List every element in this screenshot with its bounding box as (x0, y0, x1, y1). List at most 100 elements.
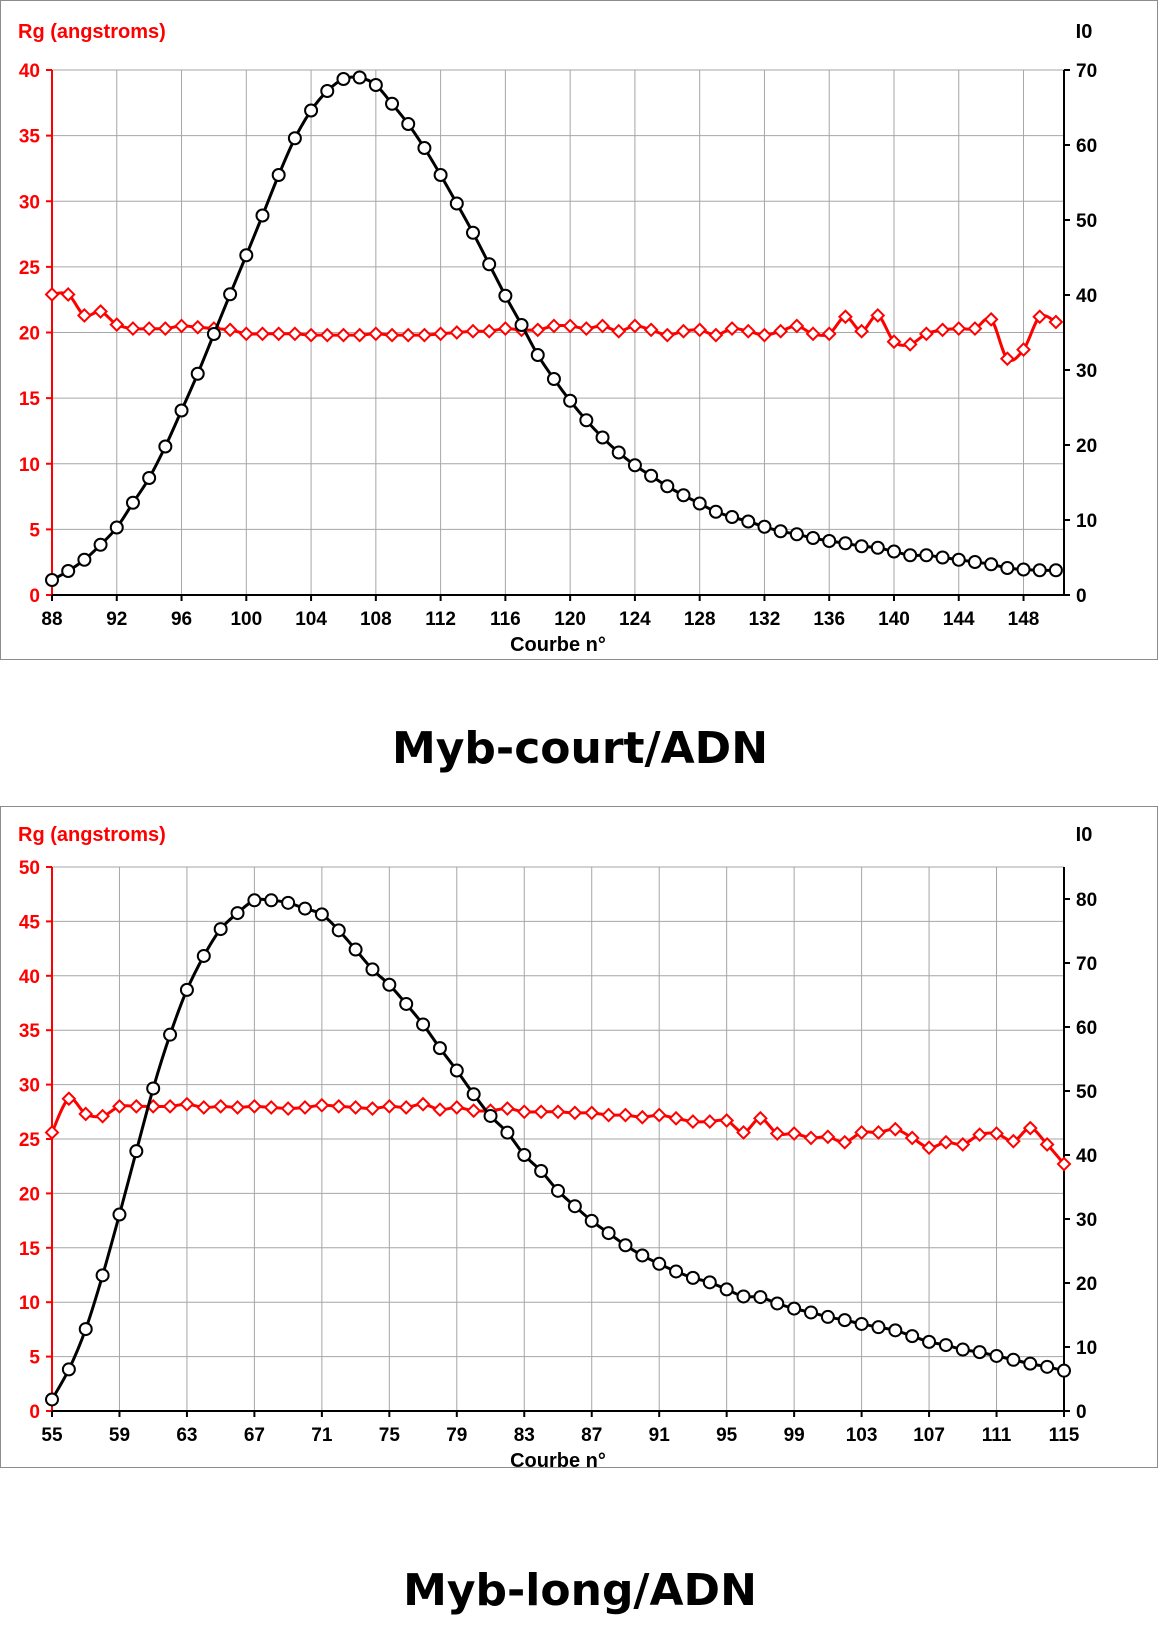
data-point-i0 (264, 893, 279, 908)
data-point-i0 (935, 550, 950, 565)
data-point-i0 (922, 1334, 937, 1349)
data-point-i0 (820, 1309, 835, 1324)
data-point-i0 (635, 1248, 650, 1263)
y-right-tick-label: 80 (1076, 890, 1097, 911)
data-point-rg (314, 1097, 330, 1113)
data-point-i0 (174, 403, 189, 418)
data-point-i0 (725, 510, 740, 524)
data-point-i0 (196, 948, 211, 963)
data-point-i0 (685, 1270, 700, 1285)
x-tick-label: 128 (684, 609, 716, 630)
y-right-tick-label: 10 (1076, 1338, 1097, 1359)
data-point-rg (60, 287, 76, 302)
data-point-rg (805, 326, 821, 342)
x-tick-label: 95 (716, 1425, 738, 1446)
data-point-rg (44, 1125, 60, 1140)
data-point-i0 (482, 257, 497, 272)
data-point-i0 (432, 1041, 447, 1056)
chart-panel-myb-court: 0 5 10 15 20 25 30 35 40 0 10 20 30 40 50 60 70 88 92 96 100… (0, 0, 1158, 660)
data-point-rg (668, 1110, 684, 1126)
x-tick-label: 91 (649, 1425, 671, 1446)
data-point-rg (803, 1130, 819, 1146)
x-tick-label: 104 (295, 609, 327, 630)
data-point-i0 (854, 1316, 869, 1331)
data-point-i0 (719, 1282, 734, 1297)
series-rg (44, 1091, 1072, 1172)
y-left-tick-label: 25 (19, 258, 41, 279)
x-tick-label: 103 (846, 1425, 878, 1446)
data-point-i0 (870, 540, 885, 555)
y-left-tick-label: 0 (29, 1402, 40, 1423)
data-point-rg (989, 1126, 1004, 1141)
data-point-rg (685, 1114, 701, 1130)
data-point-i0 (112, 1207, 127, 1222)
data-point-i0 (314, 907, 329, 922)
data-point-i0 (838, 536, 853, 551)
x-tick-label: 63 (176, 1425, 197, 1446)
data-point-rg (530, 322, 546, 338)
x-tick-label: 136 (813, 609, 845, 630)
data-point-rg (222, 322, 238, 338)
y-left-tick-label: 5 (29, 1348, 40, 1369)
data-point-rg (368, 326, 384, 342)
data-point-i0 (787, 1301, 802, 1316)
data-point-i0 (348, 942, 363, 957)
x-tick-label: 55 (41, 1425, 63, 1446)
data-point-rg (821, 326, 837, 342)
chart-caption-myb-court: Myb-court/ADN (391, 723, 769, 774)
data-point-i0 (618, 1238, 633, 1253)
y-left-tick-label: 50 (19, 858, 40, 879)
data-point-rg (752, 1110, 768, 1126)
y-right-tick-label: 30 (1076, 1210, 1097, 1231)
data-point-rg (417, 327, 432, 343)
gridlines (51, 866, 1065, 1412)
y-left-tick-label: 35 (19, 127, 41, 148)
data-point-rg (789, 318, 805, 334)
data-point-rg (854, 1125, 870, 1140)
data-point-rg (400, 327, 416, 343)
data-point-rg (141, 321, 157, 336)
data-point-rg (820, 1129, 836, 1145)
data-point-i0 (989, 1348, 1004, 1363)
data-point-rg (951, 321, 967, 336)
data-point-i0 (109, 520, 124, 535)
data-point-i0 (61, 1362, 76, 1377)
data-point-rg (611, 323, 627, 339)
data-point-rg (213, 1098, 229, 1114)
x-tick-label: 71 (311, 1425, 333, 1446)
x-tick-label: 132 (749, 609, 781, 630)
y-left-tick-label: 40 (19, 967, 40, 988)
x-axis-title: Courbe n° (510, 634, 606, 656)
y-right-tick-label: 10 (1076, 511, 1097, 532)
data-point-i0 (1048, 563, 1063, 578)
data-point-i0 (281, 895, 296, 910)
y-right-tick-label: 70 (1076, 61, 1097, 82)
data-point-rg (381, 1098, 397, 1114)
data-point-rg (692, 322, 708, 338)
x-tick-label: 79 (446, 1425, 467, 1446)
x-tick-label: 88 (41, 609, 62, 630)
data-point-i0 (804, 1305, 818, 1320)
data-point-i0 (888, 1323, 903, 1338)
data-point-i0 (61, 564, 76, 578)
y-right-tick-label: 60 (1076, 136, 1097, 157)
data-point-rg (578, 321, 594, 336)
data-point-i0 (45, 1392, 59, 1407)
data-point-rg (871, 1125, 886, 1140)
y-left-axis-title: Rg (angstroms) (18, 21, 166, 43)
y-left-tick-label: 15 (19, 1239, 41, 1260)
data-point-i0 (567, 1199, 582, 1214)
y-left-tick-label: 30 (19, 1076, 40, 1097)
chart-myb-court: 0 5 10 15 20 25 30 35 40 0 10 20 30 40 50 60 70 88 92 96 100… (18, 21, 1097, 656)
data-point-rg (196, 1100, 212, 1115)
data-point-i0 (584, 1213, 599, 1228)
data-point-i0 (514, 318, 529, 332)
data-point-rg (724, 321, 740, 336)
data-point-rg (983, 311, 999, 327)
data-point-rg (238, 326, 254, 342)
data-point-i0 (546, 372, 561, 386)
data-point-rg (433, 326, 449, 342)
data-point-i0 (1040, 1359, 1055, 1374)
y-left-tick-label: 20 (19, 1184, 40, 1205)
y-left-tick-label: 5 (29, 520, 40, 541)
